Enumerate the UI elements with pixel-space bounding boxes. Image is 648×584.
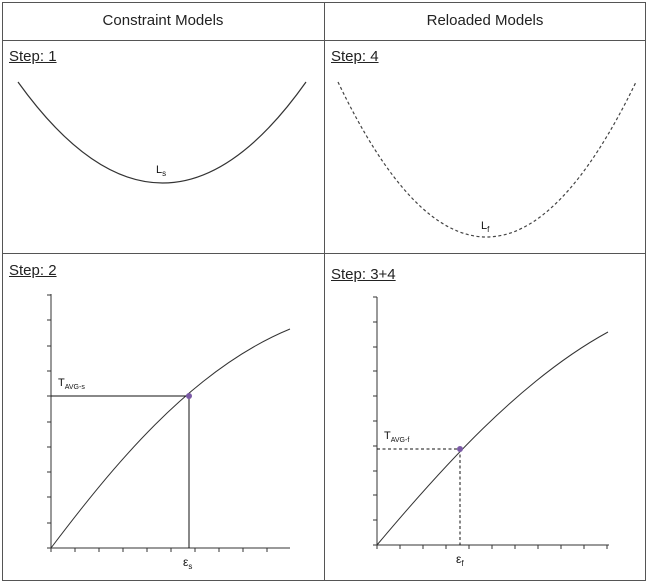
eps-f-label: εf	[456, 552, 464, 568]
header-reloaded-models: Reloaded Models	[426, 11, 544, 29]
step2-point	[186, 393, 192, 399]
step2-y-ticks	[47, 294, 51, 549]
eps-s-label: εs	[183, 555, 192, 571]
step-label-4: Step: 4	[331, 48, 379, 65]
step-label-2: Step: 2	[9, 262, 57, 279]
ls-label: Ls	[156, 164, 166, 178]
step2-chart: TAVG-s εs	[47, 294, 291, 571]
lf-curve	[337, 81, 637, 238]
header-constraint-models: Constraint Models	[102, 11, 224, 29]
tavg-f-label: TAVG-f	[384, 430, 409, 444]
step-label-1: Step: 1	[9, 48, 57, 65]
tavg-s-label: TAVG-s	[58, 377, 85, 391]
ls-curve	[17, 81, 307, 184]
step34-chart: TAVG-f εf	[373, 296, 609, 568]
step34-curve	[376, 331, 609, 546]
step34-y-ticks	[373, 296, 377, 546]
step2-curve	[50, 328, 291, 549]
step-label-3-4: Step: 3+4	[331, 266, 396, 283]
step2-x-ticks	[50, 548, 268, 552]
step34-point	[457, 446, 463, 452]
lf-label: Lf	[481, 220, 490, 234]
step34-x-ticks	[376, 545, 608, 549]
